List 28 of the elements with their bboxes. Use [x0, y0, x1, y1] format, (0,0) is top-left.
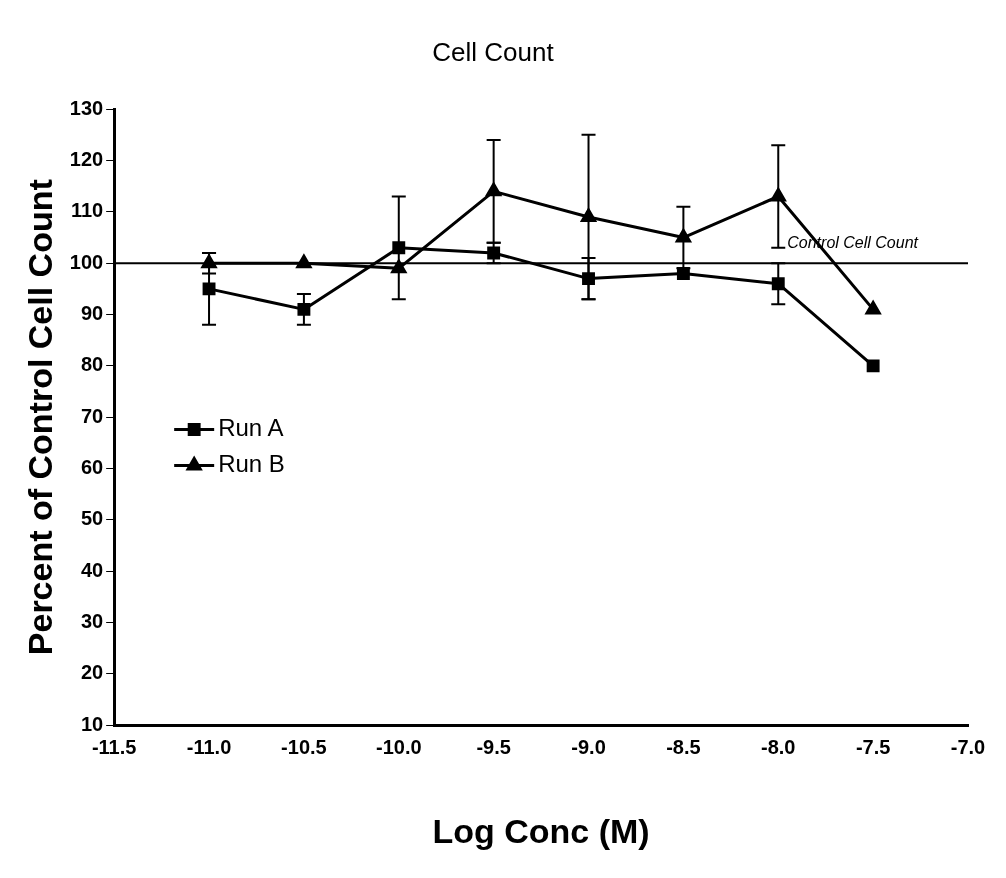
x-tick-label: -7.5 — [855, 735, 891, 758]
x-tick-label: -8.5 — [666, 735, 701, 758]
y-tick-label: 60 — [80, 456, 104, 479]
y-tick-label: 130 — [69, 96, 104, 119]
legend-label: Run A — [218, 414, 284, 442]
y-tick-label: 40 — [80, 558, 104, 581]
y-tick-label: 100 — [69, 250, 104, 273]
x-tick-label: -9.5 — [476, 735, 511, 758]
y-axis-title: Percent of Control Cell Count — [20, 179, 59, 656]
y-tick-label: 120 — [69, 148, 104, 171]
x-tick-label: -11.0 — [186, 735, 232, 758]
x-tick-label: -9.0 — [571, 735, 606, 758]
y-tick-label: 10 — [80, 712, 104, 735]
x-axis-title: Log Conc (M) — [432, 811, 650, 850]
chart-title: Cell Count — [432, 36, 555, 67]
y-tick-label: 20 — [80, 661, 104, 684]
legend-label: Run B — [218, 450, 285, 478]
x-tick-label: -11.5 — [91, 735, 137, 758]
x-tick-label: -10.0 — [375, 735, 422, 758]
y-tick-label: 30 — [80, 610, 104, 633]
y-tick-label: 80 — [80, 353, 104, 376]
x-tick-label: -10.5 — [281, 735, 327, 758]
x-tick-label: -8.0 — [761, 735, 796, 758]
y-tick-label: 90 — [80, 302, 104, 325]
y-tick-label: 50 — [80, 507, 104, 530]
y-tick-label: 70 — [80, 404, 104, 427]
y-tick-label: 110 — [70, 199, 104, 222]
x-tick-label: -7.0 — [950, 735, 986, 758]
